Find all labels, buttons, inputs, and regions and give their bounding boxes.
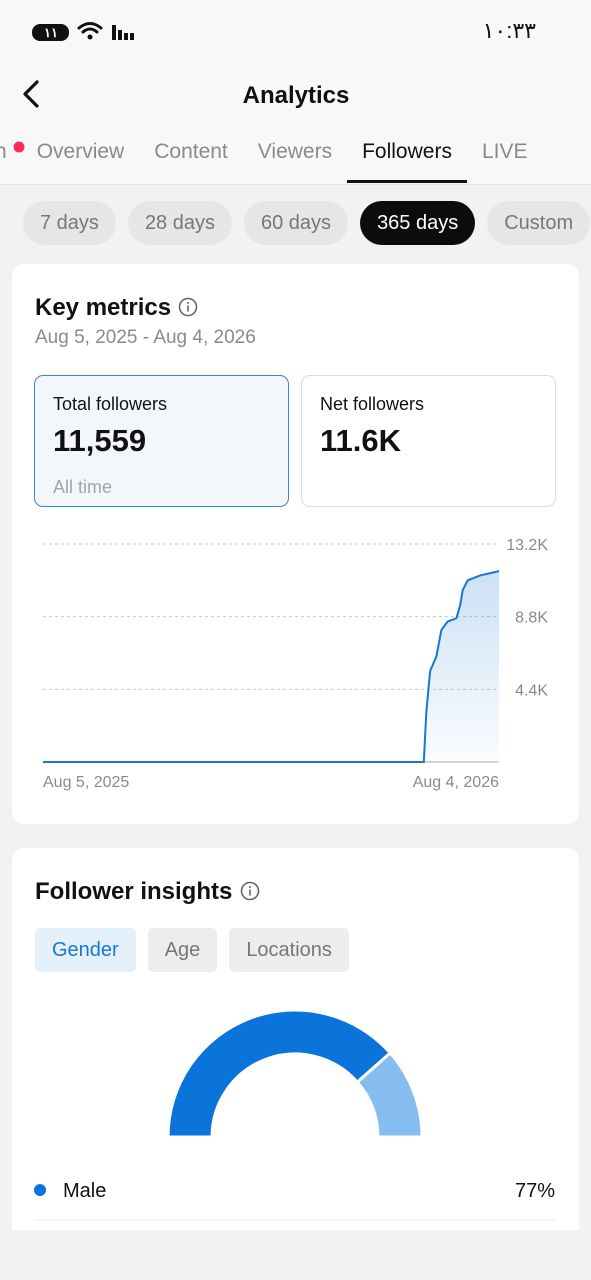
tab[interactable]: Content <box>154 140 228 163</box>
donut-segment <box>166 1008 393 1139</box>
key-metrics-title: Key metrics <box>35 294 172 321</box>
metric-label: Net followers <box>320 394 425 414</box>
top-bar <box>0 0 591 185</box>
metric-card[interactable]: Net followers 11.6K <box>301 375 556 507</box>
signal-icon <box>112 25 134 40</box>
range-pill[interactable]: 7 days <box>23 201 116 245</box>
info-icon[interactable] <box>178 297 198 317</box>
wifi-dot <box>87 34 93 40</box>
line <box>43 570 500 763</box>
y-tick-label: 4.4K <box>515 682 548 699</box>
range-pill[interactable]: 28 days <box>127 201 232 245</box>
x-tick-label: Aug 4, 2026 <box>413 774 499 791</box>
page-title: Analytics <box>243 82 350 109</box>
back-button[interactable] <box>23 80 39 108</box>
wifi-icon <box>77 22 103 34</box>
battery <box>32 24 69 41</box>
date-range: Aug 5, 2025 - Aug 4, 2026 <box>35 327 256 348</box>
followers-chart: 4.4K 8.8K 13.2K Aug 5, 2025 Aug 4, 2026 <box>43 537 548 791</box>
metric-card[interactable]: Total followers 11,559 All time <box>34 375 289 507</box>
insight-tab[interactable]: Gender <box>35 928 136 972</box>
legend-value: 77% <box>515 1180 555 1202</box>
clock: ١٠:٣٣ <box>483 18 537 43</box>
tab-bar: n Overview Content Viewers Followers LIVE <box>0 128 542 183</box>
range-pill[interactable]: 365 days <box>360 201 476 245</box>
range-pill[interactable]: 60 days <box>244 201 349 245</box>
tab[interactable]: LIVE <box>481 140 528 163</box>
metric-label: Total followers <box>53 394 168 414</box>
metric-note: All time <box>53 477 113 497</box>
bottom-area <box>0 1230 591 1280</box>
range-selector: 7 days 28 days 60 days 365 days Custom <box>23 201 591 245</box>
tab[interactable]: Followers <box>347 128 467 183</box>
legend-dot <box>34 1184 46 1196</box>
info-icon[interactable] <box>240 881 260 901</box>
insight-tabs: Gender Age Locations <box>35 928 349 972</box>
metric-value: 11,559 <box>53 423 147 458</box>
tab[interactable]: Overview <box>36 140 125 163</box>
donut-segment <box>355 1050 424 1139</box>
battery-level: ١١ <box>44 25 58 40</box>
insight-tab[interactable]: Locations <box>229 928 349 972</box>
insights-title: Follower insights <box>35 878 233 905</box>
insight-tab[interactable]: Age <box>147 928 218 972</box>
gender-chart: Male 77% <box>34 1008 556 1221</box>
tab[interactable]: Viewers <box>257 140 333 163</box>
range-pill[interactable]: Custom <box>487 201 591 245</box>
notification-dot <box>13 141 25 153</box>
line-area <box>43 571 499 762</box>
tab[interactable]: n <box>0 140 7 163</box>
y-tick-label: 13.2K <box>506 537 548 554</box>
metric-value: 11.6K <box>320 423 402 458</box>
legend-label: Male <box>63 1180 106 1202</box>
y-tick-label: 8.8K <box>515 610 548 627</box>
status-and-header: ١١ ١٠:٣٣ Analytics <box>23 18 537 109</box>
x-tick-label: Aug 5, 2025 <box>43 774 129 791</box>
